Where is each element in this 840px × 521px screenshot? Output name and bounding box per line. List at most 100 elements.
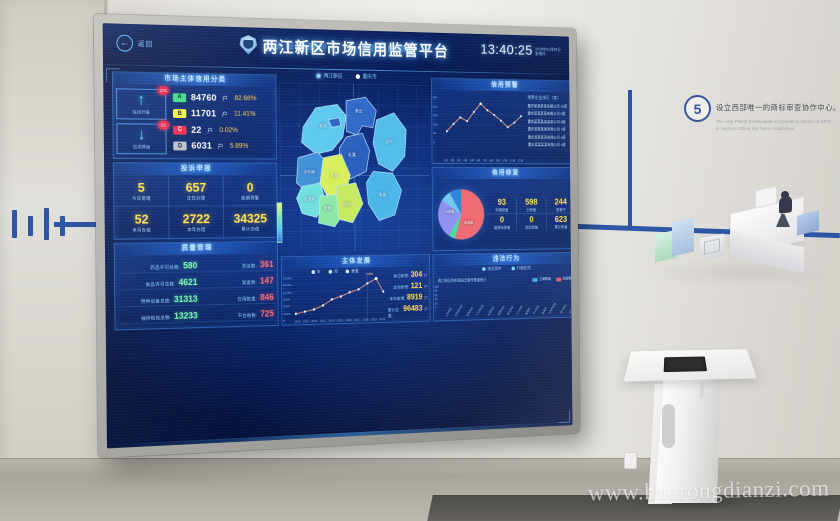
grade-count: 6031 <box>191 140 213 152</box>
stat-cell[interactable]: 0 驳回修复 <box>517 213 547 231</box>
quality-label: 发证数: <box>241 263 257 269</box>
quality-value: 846 <box>259 291 274 302</box>
violations-x-axis: 人和街道 天宫殿街道 鸳鸯街道 大竹林街道 礼嘉街道 康美街道 翠云街道 大竹街道 复盛镇 水土街… <box>444 302 572 319</box>
map-tab-liangjiang[interactable]: 两江新区 <box>316 72 343 80</box>
trend-y-axis: 400 320 240 160 80 0 <box>433 95 438 144</box>
violations-tab-label: 违法案件 <box>487 265 502 271</box>
quality-value: 13233 <box>174 309 198 321</box>
growth-tab-quarter[interactable]: 季度 <box>345 268 359 274</box>
y-tick: 18,000 <box>282 276 292 281</box>
quality-value: 31313 <box>173 293 198 304</box>
kiosk-mount-opening <box>663 356 708 373</box>
district-map[interactable]: 蔡家 翠云 礼嘉 龙兴 复盛 大竹林 人和 天宫殿 鸳鸯 回兴 <box>276 82 430 253</box>
violations-tab-penalties[interactable]: 行政处罚 <box>511 265 531 271</box>
quality-label: 不合格数: <box>237 313 258 319</box>
back-button-label: 返回 <box>137 40 154 48</box>
quality-row[interactable]: 复查数: 147 <box>197 275 274 289</box>
map-region-tabs[interactable]: 两江新区 重庆市 <box>316 72 377 80</box>
grade-badge-c: C <box>173 125 187 135</box>
growth-stat-label: 本日新增: <box>393 272 409 278</box>
stat-value: 0 <box>529 214 534 224</box>
x-tick: 1月 <box>443 158 448 163</box>
growth-tab-year[interactable]: 年 <box>311 269 321 275</box>
stat-cell[interactable]: 598 已修复 <box>517 197 547 214</box>
stat-label: 累计办结 <box>241 226 260 232</box>
stat-cell[interactable]: 93 申请修复 <box>487 197 518 215</box>
wall-stripe-3 <box>44 208 49 240</box>
panel-title: 信用修复 <box>432 167 573 179</box>
tab-dot-icon <box>355 73 360 79</box>
credit-grade-row[interactable]: B 11701 户 11.41% <box>172 108 273 120</box>
quality-label: 药品许可总数: <box>150 265 181 271</box>
stat-cell[interactable]: 0 逾期预警 <box>223 175 277 207</box>
stat-value: 244 <box>554 197 568 207</box>
x-tick: 人和街道 <box>444 306 453 318</box>
growth-stat-row[interactable]: 本年新增: 8919 户 <box>388 292 428 301</box>
map-tab-chongqing[interactable]: 重庆市 <box>355 72 377 80</box>
grade-percent: 0.02% <box>219 126 238 134</box>
growth-period-tabs[interactable]: 年 月 季度 <box>311 268 359 275</box>
stat-cell[interactable]: 5 今日受理 <box>113 175 170 207</box>
stat-cell[interactable]: 52 本月办结 <box>114 206 170 239</box>
credit-grade-row[interactable]: D 6031 户 5.89% <box>173 141 273 152</box>
violations-tab-cases[interactable]: 违法案件 <box>482 265 502 272</box>
district-label: 鸳鸯 <box>323 205 332 211</box>
x-tick: 6月 <box>476 158 481 163</box>
credit-upgrade-cell[interactable]: 276 ↑ 信用升级 <box>115 86 169 120</box>
wall-accent-line-vertical <box>628 90 632 230</box>
stat-cell[interactable]: 657 正在办理 <box>169 175 224 207</box>
quality-row[interactable]: 在用数量: 846 <box>197 291 274 306</box>
stat-value: 2722 <box>182 211 211 227</box>
wall-step-number: 5 <box>684 95 711 122</box>
ranking-title: 预警企业排行（家） <box>527 95 561 101</box>
x-tick: 礼嘉街道 <box>487 305 496 317</box>
district-label: 复盛 <box>378 192 387 197</box>
wall-text-chinese: 设立西部唯一的商标审查协作中心。 <box>716 103 840 112</box>
stat-cell[interactable]: 34325 累计办结 <box>224 206 277 238</box>
stat-label: 修复中 <box>556 207 566 212</box>
credit-grade-row[interactable]: A 84760 户 82.68% <box>172 92 273 104</box>
x-tick: 7月 <box>482 158 487 163</box>
credit-grade-row[interactable]: C 22 户 0.02% <box>173 125 273 137</box>
quality-row[interactable]: 抽样检验总数: 13233 <box>119 309 198 324</box>
violations-tabs[interactable]: 违法案件 行政处罚 <box>434 265 573 273</box>
quality-value: 4621 <box>178 276 198 287</box>
ranking-item[interactable]: 重庆某某某某有限公司 5家 <box>527 141 573 150</box>
growth-stat-row[interactable]: 累计总量: 96483 户 <box>388 303 428 318</box>
credit-restore-stats: 93 申请修复 598 已修复 244 修复中 <box>487 197 573 231</box>
quality-row[interactable]: 发证数: 361 <box>197 258 274 272</box>
grade-unit: 户 <box>222 96 228 103</box>
quality-value: 147 <box>259 275 274 286</box>
credit-downgrade-cell[interactable]: 53 ↓ 信用降级 <box>116 120 170 155</box>
tab-dot-icon <box>511 266 515 271</box>
pie-chart-holder: 已修复 未修复 <box>434 189 487 240</box>
stat-value: 52 <box>134 211 149 227</box>
stat-cell[interactable]: 244 修复中 <box>546 197 573 214</box>
growth-tab-label: 季度 <box>351 268 359 274</box>
quality-row[interactable]: 不合格数: 725 <box>197 308 275 322</box>
stat-cell[interactable]: 623 累计修复 <box>546 214 572 231</box>
entity-growth-stats: 本日新增: 304 户 本月新增: 121 户 本年新增: <box>387 266 429 322</box>
x-tick: 2019 <box>370 317 377 322</box>
wall-outlet <box>624 452 637 469</box>
stat-cell[interactable]: 2722 本年办结 <box>169 206 224 239</box>
district-label: 大竹林 <box>303 169 316 175</box>
growth-stat-row[interactable]: 本日新增: 304 户 <box>387 270 427 279</box>
quality-row[interactable]: 药品许可总数: 580 <box>118 259 198 274</box>
growth-tab-month[interactable]: 月 <box>328 269 338 275</box>
stat-cell[interactable]: 0 逾期未修复 <box>487 213 518 231</box>
back-button[interactable]: ← 返回 <box>116 34 154 53</box>
stat-value: 5 <box>137 179 145 195</box>
district-label: 回兴 <box>343 201 351 207</box>
growth-peak-annotation: 17800 <box>365 271 373 276</box>
growth-stat-row[interactable]: 本月新增: 121 户 <box>388 281 428 290</box>
quality-row[interactable]: 特种设备总数: 31313 <box>119 293 198 307</box>
credit-restore-body: 已修复 未修复 93 申请修复 598 已修复 <box>433 179 573 250</box>
grade-percent: 82.68% <box>234 94 257 103</box>
grade-badge-a: A <box>172 92 187 103</box>
quality-row[interactable]: 食品许可总数: 4621 <box>118 276 198 291</box>
x-tick: 2020 <box>379 317 386 322</box>
pie-chart[interactable]: 已修复 未修复 <box>437 189 485 240</box>
grade-unit: 户 <box>207 128 213 135</box>
x-tick: 2月 <box>450 158 455 163</box>
